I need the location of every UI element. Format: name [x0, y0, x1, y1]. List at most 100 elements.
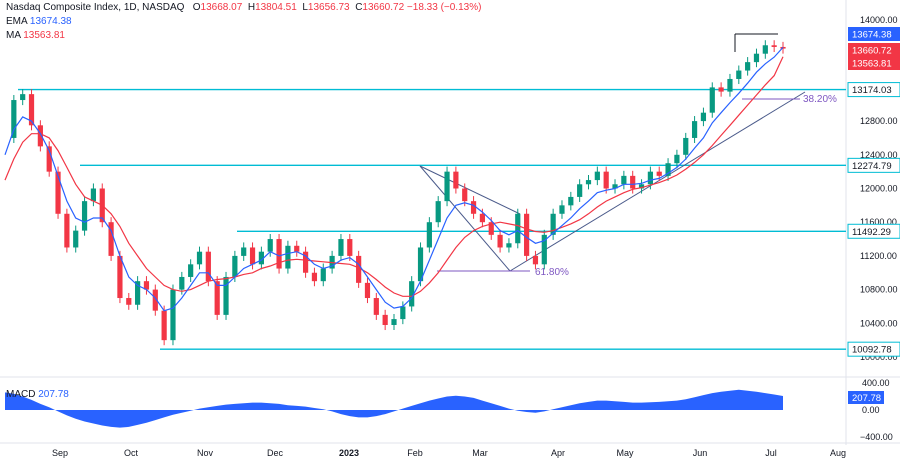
candle-body: [585, 180, 592, 185]
candle-body: [453, 171, 459, 189]
candle-body: [364, 282, 371, 299]
candle-body: [258, 251, 264, 265]
price-tag-close: [848, 43, 900, 57]
trendline-channel-lower: [419, 165, 521, 215]
ma-line: [4, 56, 784, 297]
y-tick-label: 10000.00: [860, 352, 898, 362]
candle-body: [444, 171, 450, 202]
fib-label: 61.80%: [535, 267, 569, 278]
candle-body: [417, 247, 424, 282]
candle-body: [356, 255, 362, 283]
candle-body: [771, 45, 777, 47]
candle-body: [479, 213, 486, 223]
level-price-tag: [847, 341, 900, 357]
x-tick-label: Oct: [124, 448, 139, 458]
y-tick-label: 10400.00: [860, 318, 898, 328]
candle-body: [214, 281, 220, 315]
candle-body: [179, 276, 185, 290]
candle-body: [559, 205, 565, 214]
candle-body: [135, 281, 141, 305]
y-tick-label: 12800.00: [860, 116, 898, 126]
candle-body: [656, 171, 662, 176]
ohlc-low: L13656.73: [302, 2, 350, 13]
candle-body: [205, 251, 211, 282]
candle-body: [736, 70, 742, 79]
candle-body: [117, 255, 123, 299]
candle-body: [232, 255, 238, 277]
candle-body: [647, 171, 653, 185]
candle-body: [28, 94, 35, 126]
level-price-label: 13174.03: [852, 85, 892, 96]
macd-value-tag-label: 207.78: [852, 393, 881, 404]
x-tick-label: Dec: [267, 448, 284, 458]
level-price-label: 12274.79: [852, 161, 892, 172]
candle-body: [762, 45, 768, 54]
ema-label: EMA: [6, 16, 28, 27]
x-tick-label: May: [616, 448, 634, 458]
candle-body: [674, 154, 680, 164]
ma-legend[interactable]: MA 13563.81: [6, 30, 65, 41]
macd-label: MACD: [6, 389, 36, 400]
candle-body: [373, 298, 379, 315]
candle-body: [294, 245, 300, 252]
header-legend: Nasdaq Composite Index, 1D, NASDAQ O1366…: [6, 2, 481, 13]
ohlc-change: −18.33 (−0.13%): [406, 2, 482, 13]
candle-body: [347, 239, 353, 256]
candle-body: [143, 281, 150, 290]
candle-body: [506, 243, 512, 248]
candle-body: [603, 171, 609, 189]
candle-body: [665, 163, 671, 176]
x-tick-label: Mar: [472, 448, 488, 458]
candle-body: [727, 78, 733, 92]
candle-body: [515, 213, 521, 244]
x-tick-label: Jul: [765, 448, 777, 458]
candle-body: [568, 196, 574, 206]
x-tick-label: 2023: [339, 448, 359, 458]
candle-body: [46, 146, 52, 172]
macd-y-tick-label: 0.00: [862, 405, 880, 415]
level-price-label: 10092.78: [852, 345, 892, 356]
ohlc-close: C13660.72: [355, 2, 405, 13]
y-tick-label: 12000.00: [860, 184, 898, 194]
ema-line: [4, 46, 784, 312]
ma-label: MA: [6, 30, 21, 41]
candle-body: [470, 201, 477, 214]
candle-body: [20, 94, 26, 101]
x-tick-label: Feb: [407, 448, 423, 458]
candle-body: [73, 230, 79, 248]
candle-body: [426, 222, 432, 248]
price-tag-label: 13660.72: [852, 46, 892, 57]
candle-body: [64, 213, 70, 248]
candle-body: [11, 100, 17, 138]
price-tag-ma: [848, 56, 900, 70]
candle-body: [718, 87, 724, 92]
ohlc-high: H13804.51: [247, 2, 297, 13]
macd-legend[interactable]: MACD 207.78: [6, 389, 69, 400]
candle-body: [409, 281, 415, 307]
candle-body: [37, 125, 43, 147]
level-price-tag: [847, 223, 900, 239]
candle-body: [532, 255, 539, 265]
candle-body: [462, 188, 468, 202]
macd-y-tick-label: −400.00: [860, 432, 893, 442]
candle-body: [594, 171, 600, 181]
candle-body: [285, 245, 291, 269]
candle-body: [577, 184, 583, 197]
candle-body: [391, 319, 397, 325]
ema-legend[interactable]: EMA 13674.38: [6, 16, 72, 27]
candle-body: [550, 213, 556, 235]
macd-value: 207.78: [38, 389, 69, 400]
x-tick-label: Sep: [52, 448, 68, 458]
candle-body: [612, 184, 618, 189]
candle-body: [400, 306, 406, 320]
ohlc-open: O13668.07: [192, 2, 243, 13]
candle-body: [126, 298, 132, 305]
candle-body: [700, 112, 707, 122]
candle-body: [683, 137, 689, 155]
candle-body: [249, 247, 256, 265]
level-price-label: 11492.29: [852, 227, 891, 238]
candle-body: [497, 234, 503, 248]
y-tick-label: 12400.00: [860, 150, 898, 160]
candle-body: [753, 53, 760, 63]
